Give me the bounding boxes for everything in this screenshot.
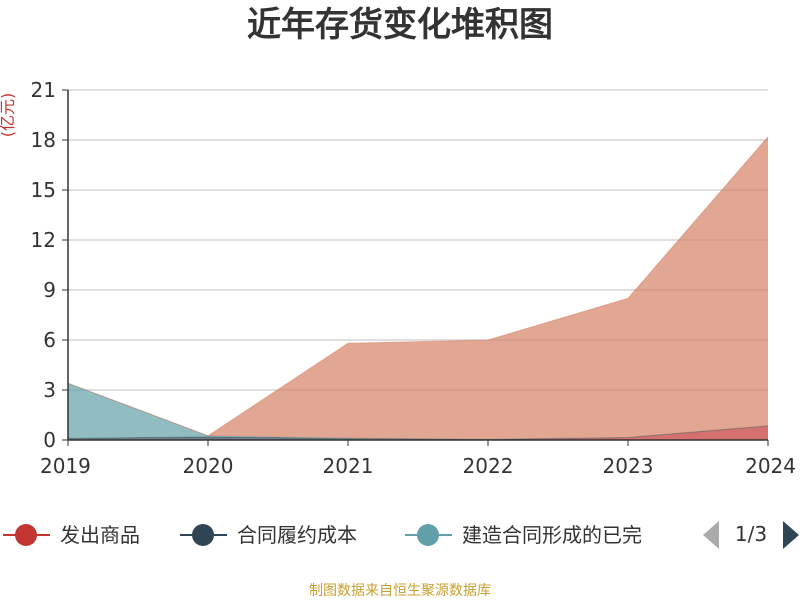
y-axis-label: (亿元)	[0, 93, 17, 138]
legend-prev-icon[interactable]	[703, 521, 719, 549]
legend-label: 合同履约成本	[237, 523, 357, 547]
x-tick-label: 2023	[603, 454, 654, 478]
x-tick-label: 2021	[323, 454, 374, 478]
area-series-2	[68, 425, 768, 440]
x-tick-labels: 2019 2020 2021 2022 2023 2024	[40, 454, 796, 478]
area-series-line-4	[67, 136, 769, 437]
legend-pager: 1/3	[703, 521, 799, 549]
legend-circle-marker	[15, 524, 37, 546]
area-series-3	[68, 383, 768, 440]
y-tick-label: 18	[31, 128, 56, 152]
chart-title: 近年存货变化堆积图	[247, 5, 553, 45]
y-tick-label: 6	[43, 328, 56, 352]
legend-circle-marker	[417, 524, 439, 546]
y-tick-label: 9	[43, 278, 56, 302]
legend-item[interactable]: 合同履约成本	[180, 523, 357, 547]
area-series-4	[68, 136, 768, 440]
area-series-1	[68, 425, 768, 440]
data-source-note: 制图数据来自恒生聚源数据库	[309, 583, 491, 599]
x-tick-label: 2022	[463, 454, 514, 478]
legend: 发出商品 合同履约成本 建造合同形成的已完	[3, 523, 642, 547]
x-tick-label: 2020	[183, 454, 234, 478]
y-tick-labels: 0 3 6 9 12 15 18 21	[31, 78, 56, 452]
axes	[67, 90, 769, 446]
y-tick-label: 0	[43, 428, 56, 452]
legend-next-icon[interactable]	[783, 521, 799, 549]
legend-item[interactable]: 建造合同形成的已完	[405, 523, 642, 547]
y-tick-label: 15	[31, 178, 56, 202]
legend-page-indicator: 1/3	[735, 522, 767, 546]
legend-label: 发出商品	[60, 523, 140, 547]
legend-circle-marker	[192, 524, 214, 546]
y-tick-label: 21	[31, 78, 56, 102]
y-tick-label: 12	[31, 228, 56, 252]
legend-item[interactable]: 发出商品	[3, 523, 140, 547]
grid-lines	[62, 89, 768, 441]
x-tick-label: 2024	[745, 454, 796, 478]
y-tick-label: 3	[43, 378, 56, 402]
x-tick-label: 2019	[40, 454, 91, 478]
area-series	[67, 136, 769, 441]
legend-label: 建造合同形成的已完	[462, 523, 642, 547]
